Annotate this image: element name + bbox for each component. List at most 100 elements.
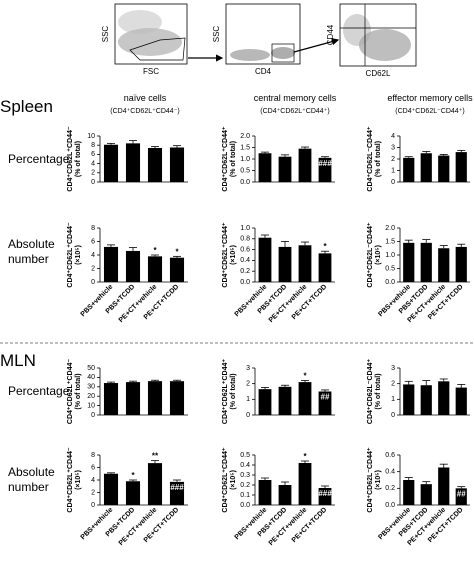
x-tick-label: PE+CT+TCDD bbox=[291, 283, 329, 321]
bar bbox=[147, 147, 163, 182]
significance-mark: * bbox=[303, 452, 307, 461]
gate bbox=[271, 43, 295, 63]
row-label: Absolute bbox=[8, 465, 55, 479]
x-tick-label: PE+CT+vehicle bbox=[118, 506, 159, 547]
bar bbox=[278, 485, 292, 505]
y-tick-label: 0 bbox=[91, 179, 95, 186]
y-tick-label: 0.6 bbox=[385, 452, 395, 459]
bar bbox=[455, 152, 467, 182]
y-tick-label: 1.0 bbox=[385, 252, 395, 259]
bar bbox=[258, 480, 272, 505]
flow-cloud bbox=[118, 10, 162, 34]
y-tick-label: 0.0 bbox=[385, 279, 395, 286]
row-label: number bbox=[8, 480, 49, 494]
bar bbox=[298, 245, 312, 282]
y-tick-label: 4 bbox=[391, 133, 395, 140]
significance-mark: * bbox=[131, 471, 135, 480]
row-label: Absolute bbox=[8, 237, 55, 251]
y-tick-label: 10 bbox=[87, 402, 95, 409]
bar bbox=[420, 153, 432, 182]
bar bbox=[169, 147, 185, 182]
flow-cloud bbox=[271, 47, 295, 59]
y-axis-label: (×10⁵) bbox=[230, 245, 237, 265]
y-tick-label: 0 bbox=[246, 412, 250, 419]
y-tick-label: 2.0 bbox=[385, 225, 395, 232]
bar bbox=[318, 391, 332, 415]
y-tick-label: 0 bbox=[91, 502, 95, 509]
y-axis-label: CD4⁺CD62L⁺CD44⁻ bbox=[67, 359, 74, 424]
y-tick-label: 0 bbox=[391, 179, 395, 186]
significance-mark: * bbox=[175, 247, 179, 256]
y-tick-label: 8 bbox=[91, 225, 95, 232]
significance-mark: ## bbox=[457, 489, 466, 498]
y-axis-label: CD4⁺CD62L⁻CD44⁺ bbox=[367, 126, 374, 191]
y-tick-label: 40 bbox=[87, 374, 95, 381]
significance-mark: ### bbox=[318, 489, 332, 498]
y-tick-label: 1.0 bbox=[240, 225, 250, 232]
y-tick-label: 1.5 bbox=[240, 144, 250, 151]
row-label: Percentage bbox=[8, 152, 70, 166]
bar bbox=[318, 253, 332, 282]
y-tick-label: 6 bbox=[91, 238, 95, 245]
y-tick-label: 30 bbox=[87, 384, 95, 391]
y-tick-label: 2 bbox=[391, 156, 395, 163]
axis-label: CD44 bbox=[326, 24, 335, 45]
bar bbox=[420, 385, 432, 415]
y-tick-label: 0.0 bbox=[240, 179, 250, 186]
y-tick-label: 3 bbox=[391, 144, 395, 151]
bar bbox=[403, 384, 415, 415]
y-tick-label: 0.4 bbox=[240, 257, 250, 264]
row-label: number bbox=[8, 252, 49, 266]
y-axis-label: (% of total) bbox=[230, 373, 237, 409]
bar bbox=[103, 246, 119, 282]
column-subtitle: (CD4⁺CD62L⁺CD44⁻) bbox=[110, 108, 179, 115]
bar bbox=[125, 250, 141, 282]
y-axis-label: (×10⁵) bbox=[375, 470, 382, 490]
y-tick-label: 2 bbox=[91, 170, 95, 177]
y-axis-label: CD4⁺CD62L⁺CD44⁻ bbox=[67, 222, 74, 287]
y-axis-label: CD4⁺CD62L⁺CD44⁻ bbox=[67, 126, 74, 191]
bar bbox=[403, 157, 415, 182]
significance-mark: ** bbox=[152, 452, 159, 461]
axis-label: SSC bbox=[212, 26, 221, 43]
y-tick-label: 50 bbox=[87, 365, 95, 372]
y-tick-label: 0.0 bbox=[240, 279, 250, 286]
bar bbox=[169, 257, 185, 282]
bar bbox=[438, 381, 450, 415]
column-subtitle: (CD4⁺CD62L⁻CD44⁺) bbox=[395, 108, 464, 115]
significance-mark: ### bbox=[170, 483, 184, 492]
y-axis-label: (×10⁵) bbox=[75, 245, 82, 265]
y-axis-label: CD4⁺CD62L⁻CD44⁺ bbox=[367, 359, 374, 424]
y-tick-label: 8 bbox=[91, 452, 95, 459]
bar bbox=[403, 242, 415, 282]
section-title: Spleen bbox=[0, 97, 53, 116]
y-tick-label: 4 bbox=[91, 160, 95, 167]
bar bbox=[278, 246, 292, 282]
y-tick-label: 0.4 bbox=[240, 462, 250, 469]
significance-mark: ### bbox=[318, 159, 332, 168]
bar bbox=[147, 381, 163, 415]
bar bbox=[298, 148, 312, 182]
y-tick-label: 0 bbox=[91, 412, 95, 419]
column-title: naïve cells bbox=[124, 93, 167, 103]
y-tick-label: 0.0 bbox=[240, 502, 250, 509]
y-tick-label: 0.5 bbox=[385, 265, 395, 272]
y-tick-label: 2 bbox=[391, 381, 395, 388]
bar bbox=[420, 484, 432, 505]
y-axis-label: (% of total) bbox=[375, 373, 382, 409]
y-axis-label: (% of total) bbox=[75, 141, 82, 177]
bar bbox=[103, 473, 119, 505]
y-tick-label: 0.5 bbox=[240, 167, 250, 174]
y-tick-label: 0.2 bbox=[240, 482, 250, 489]
y-tick-label: 0.8 bbox=[240, 236, 250, 243]
significance-mark: * bbox=[153, 246, 157, 255]
bar bbox=[455, 246, 467, 282]
y-axis-label: (×10⁵) bbox=[75, 470, 82, 490]
y-axis-label: (×10⁵) bbox=[230, 470, 237, 490]
y-axis-label: CD4⁺CD62L⁺CD44⁺ bbox=[222, 222, 229, 287]
y-tick-label: 2 bbox=[91, 489, 95, 496]
y-axis-label: (×10⁵) bbox=[375, 245, 382, 265]
y-tick-label: 1.0 bbox=[240, 156, 250, 163]
bar bbox=[438, 248, 450, 282]
axis-label: FSC bbox=[143, 67, 159, 76]
